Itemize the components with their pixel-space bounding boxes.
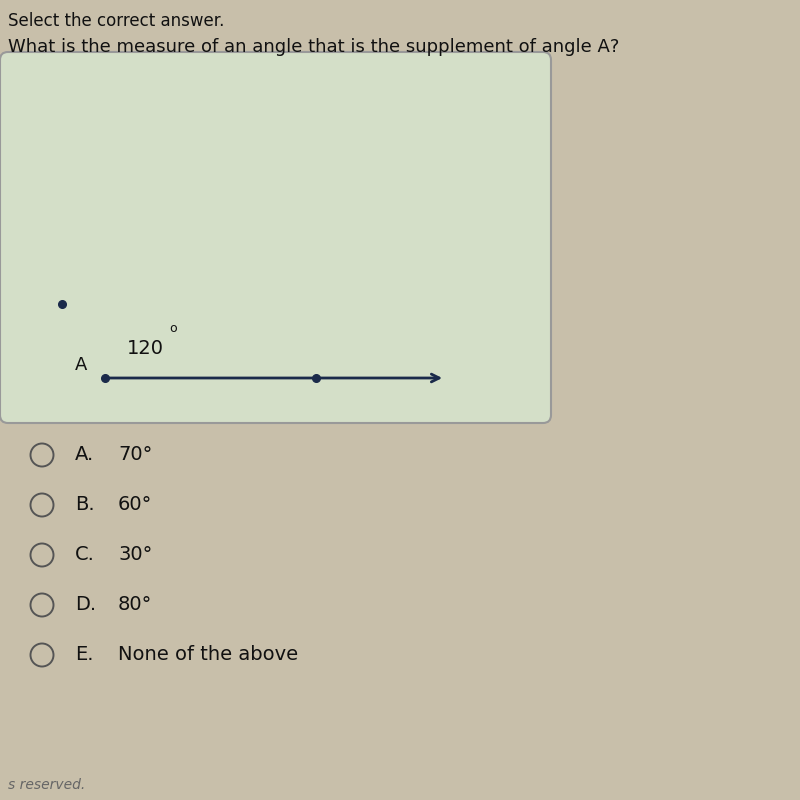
Text: D.: D. bbox=[75, 595, 96, 614]
Text: E.: E. bbox=[75, 646, 94, 665]
Text: o: o bbox=[169, 322, 177, 335]
Text: 70°: 70° bbox=[118, 446, 152, 465]
Text: 30°: 30° bbox=[118, 546, 152, 565]
Text: 80°: 80° bbox=[118, 595, 152, 614]
Text: Select the correct answer.: Select the correct answer. bbox=[8, 12, 224, 30]
Text: 60°: 60° bbox=[118, 495, 152, 514]
FancyBboxPatch shape bbox=[0, 52, 551, 423]
Text: 120: 120 bbox=[127, 339, 164, 358]
Text: s reserved.: s reserved. bbox=[8, 778, 86, 792]
Text: None of the above: None of the above bbox=[118, 646, 298, 665]
Text: C.: C. bbox=[75, 546, 95, 565]
Text: A.: A. bbox=[75, 446, 94, 465]
Text: What is the measure of an angle that is the supplement of angle A?: What is the measure of an angle that is … bbox=[8, 38, 619, 56]
Text: A: A bbox=[74, 356, 87, 374]
Text: B.: B. bbox=[75, 495, 94, 514]
